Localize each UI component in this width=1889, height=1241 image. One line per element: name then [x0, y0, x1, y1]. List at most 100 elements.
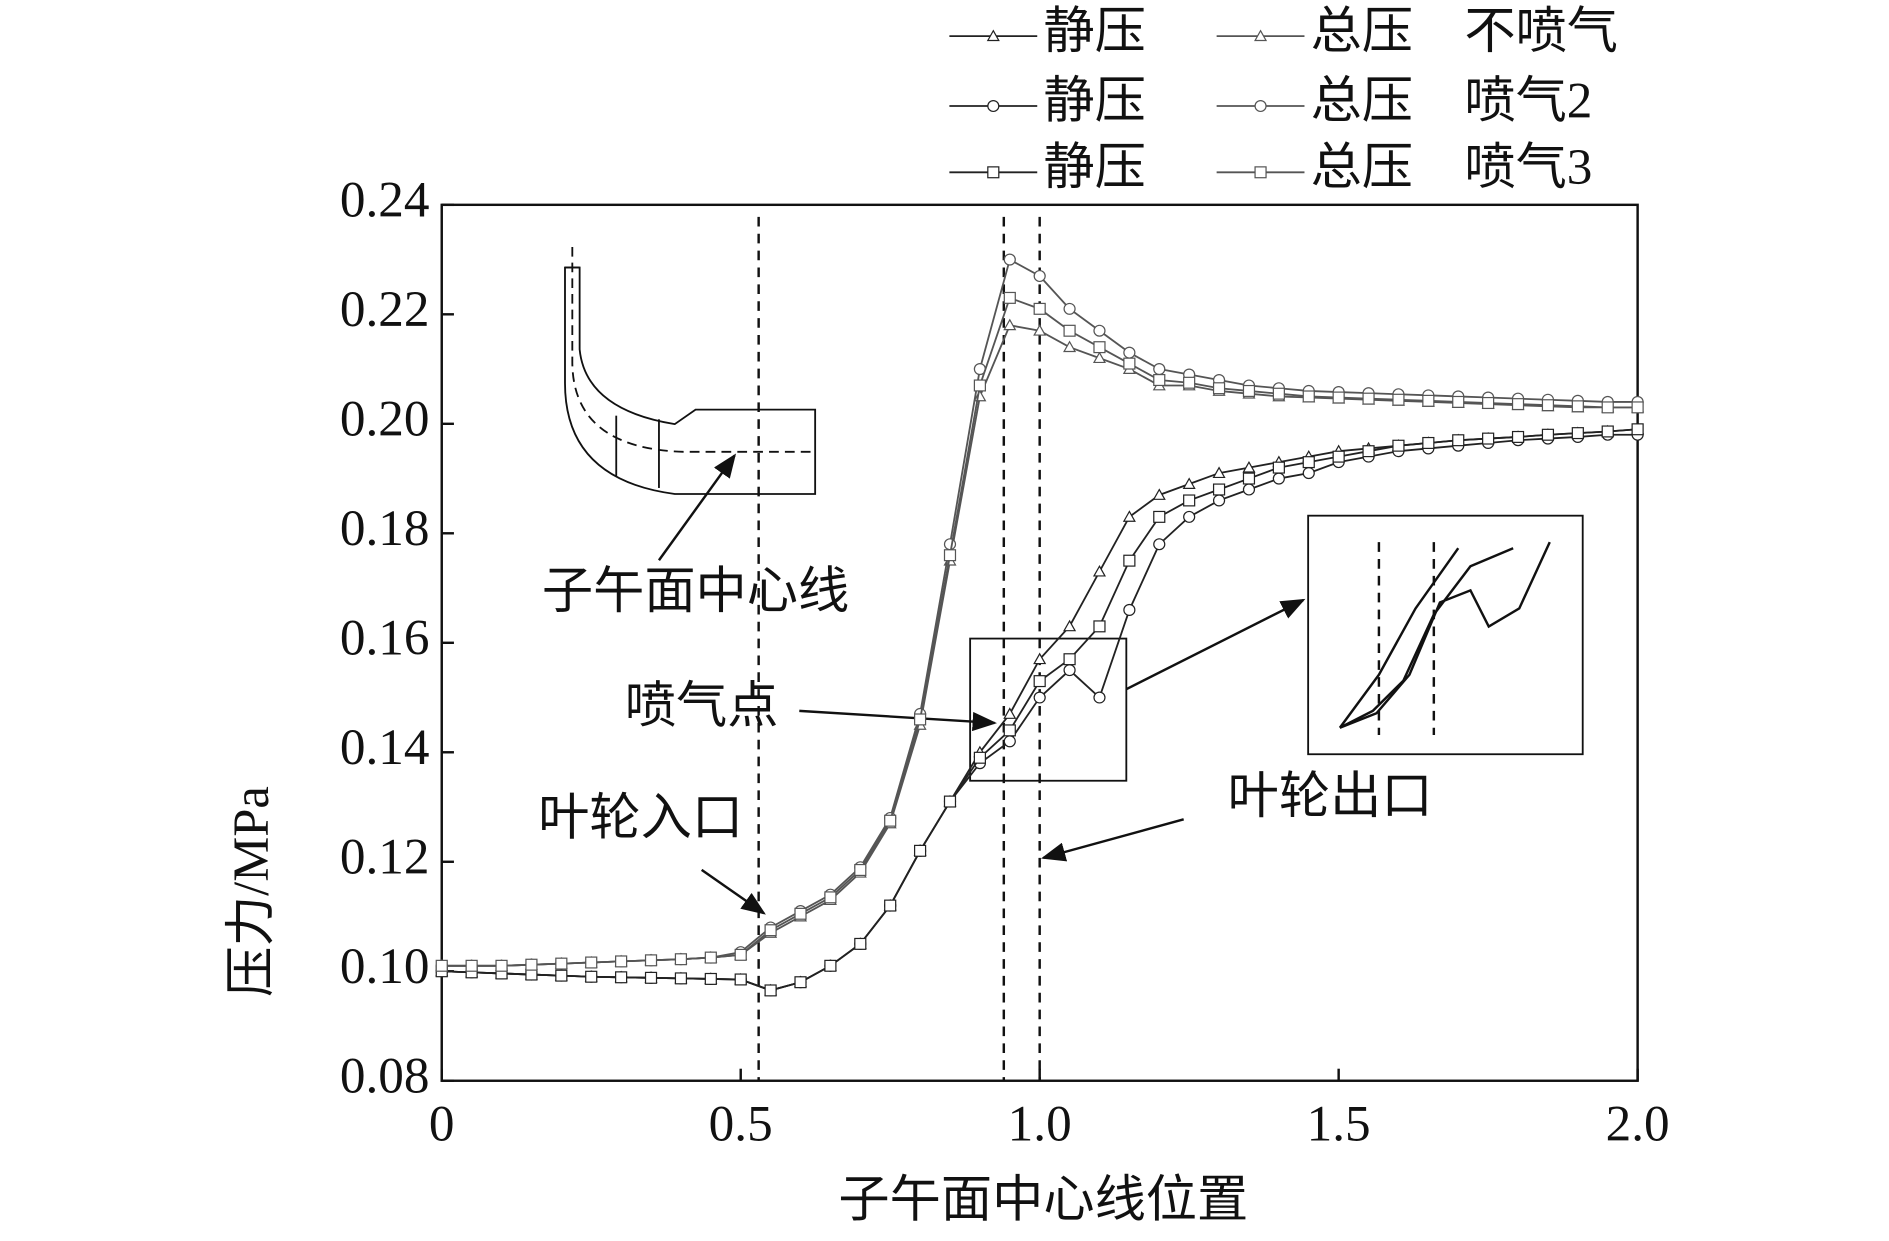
- y-tick-label: 0.10: [340, 939, 430, 995]
- data-point: [1254, 29, 1268, 42]
- data-point: [987, 166, 1000, 179]
- data-point: [555, 957, 568, 970]
- data-point: [1302, 390, 1315, 403]
- y-tick-label: 0.24: [340, 173, 430, 229]
- data-point: [943, 549, 957, 562]
- data-point: [1152, 488, 1166, 500]
- data-point: [1003, 253, 1016, 266]
- annotation: 叶轮入口: [538, 791, 743, 847]
- data-point: [1003, 735, 1016, 748]
- data-point: [555, 969, 568, 982]
- data-point: [1541, 399, 1555, 412]
- data-point: [1332, 391, 1345, 404]
- legend-label: 总压: [1311, 74, 1413, 130]
- data-point: [1212, 483, 1226, 496]
- data-point: [973, 751, 986, 764]
- data-point: [674, 972, 688, 985]
- legend-label: 静压: [1043, 4, 1145, 60]
- data-point: [1242, 483, 1256, 496]
- x-tick-label: 0: [429, 1097, 455, 1153]
- data-point: [764, 924, 777, 937]
- zoom-box: [969, 637, 1128, 782]
- data-point: [1242, 472, 1256, 485]
- data-point: [1183, 494, 1196, 507]
- data-point: [1571, 427, 1584, 440]
- data-point: [1183, 510, 1196, 523]
- data-point: [1033, 652, 1047, 665]
- data-point: [734, 973, 747, 986]
- data-point: [1123, 357, 1136, 370]
- data-point: [1153, 373, 1166, 387]
- data-point: [495, 959, 508, 972]
- data-point: [913, 844, 927, 857]
- data-point: [1122, 510, 1136, 522]
- data-point: [704, 951, 717, 964]
- data-point: [1153, 363, 1166, 376]
- data-point: [1254, 100, 1267, 113]
- data-point: [1063, 302, 1076, 315]
- data-point: [1093, 620, 1106, 633]
- data-point: [1452, 395, 1465, 408]
- y-tick-label: 0.16: [340, 611, 430, 667]
- x-tick-label: 1.0: [1008, 1097, 1072, 1153]
- data-point: [1332, 450, 1345, 463]
- data-point: [1093, 324, 1106, 337]
- data-point: [1033, 691, 1046, 704]
- x-axis-label: 子午面中心线位置: [838, 1173, 1248, 1229]
- data-point: [1631, 401, 1644, 414]
- data-point: [1452, 434, 1465, 447]
- data-point: [1631, 423, 1644, 436]
- data-point: [1123, 346, 1136, 359]
- data-point: [1242, 460, 1256, 473]
- x-tick-label: 0.5: [709, 1097, 773, 1153]
- legend-group-label: 不喷气: [1464, 4, 1618, 60]
- data-point: [794, 976, 807, 989]
- legend-group-label: 喷气3: [1464, 140, 1592, 196]
- data-point: [585, 956, 598, 969]
- data-point: [1422, 436, 1435, 449]
- zoom-inset: [1307, 514, 1584, 756]
- data-point: [1272, 461, 1285, 474]
- data-point: [1063, 653, 1076, 666]
- data-point: [1003, 291, 1016, 304]
- data-point: [644, 954, 658, 967]
- data-point: [1422, 394, 1435, 407]
- data-point: [1063, 324, 1076, 337]
- annotation: 子午面中心线: [542, 564, 849, 620]
- data-point: [1601, 425, 1614, 438]
- data-point: [987, 100, 1000, 113]
- data-point: [1511, 398, 1525, 411]
- data-point: [1063, 340, 1077, 353]
- data-point: [1362, 445, 1375, 458]
- data-point: [465, 959, 478, 972]
- data-point: [1242, 384, 1256, 397]
- data-point: [1092, 351, 1107, 364]
- y-tick-label: 0.20: [340, 392, 430, 448]
- data-point: [986, 29, 1000, 42]
- legend-label: 总压: [1311, 4, 1413, 60]
- x-tick-label: 1.5: [1307, 1097, 1371, 1153]
- zoom-inset-curves: [1338, 541, 1551, 735]
- data-point: [943, 795, 957, 808]
- legend-label: 总压: [1311, 140, 1413, 196]
- data-point: [1093, 341, 1106, 354]
- data-point: [1482, 396, 1495, 410]
- data-point: [1392, 393, 1405, 406]
- data-point: [854, 937, 867, 950]
- data-point: [1093, 691, 1106, 704]
- data-point: [615, 971, 628, 984]
- data-point: [1571, 400, 1584, 413]
- y-tick-label: 0.12: [340, 830, 430, 886]
- data-point: [1003, 724, 1016, 737]
- data-point: [1482, 432, 1495, 445]
- data-point: [764, 984, 777, 997]
- data-point: [913, 713, 927, 726]
- data-point: [1123, 554, 1136, 567]
- data-point: [704, 972, 717, 985]
- data-point: [674, 953, 688, 966]
- legend-label: 静压: [1043, 74, 1145, 130]
- data-point: [973, 379, 986, 392]
- data-point: [1033, 302, 1046, 315]
- data-point: [884, 814, 897, 827]
- data-point: [525, 958, 538, 971]
